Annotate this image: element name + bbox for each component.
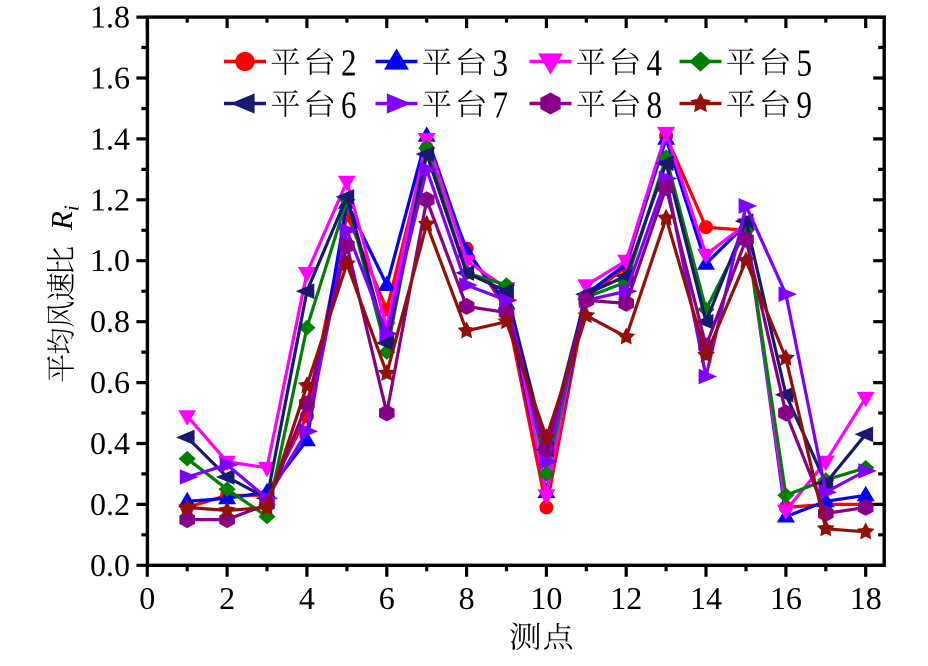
svg-text:5: 5 [797, 43, 813, 85]
svg-text:0.6: 0.6 [90, 364, 130, 400]
svg-text:4: 4 [647, 43, 663, 85]
svg-text:4: 4 [299, 580, 315, 616]
svg-text:6: 6 [379, 580, 395, 616]
svg-text:14: 14 [690, 580, 722, 616]
svg-text:8: 8 [459, 580, 475, 616]
svg-text:1.2: 1.2 [90, 181, 130, 217]
svg-text:3: 3 [493, 43, 509, 85]
svg-text:1.4: 1.4 [90, 120, 130, 156]
svg-text:8: 8 [647, 85, 663, 127]
svg-text:18: 18 [850, 580, 882, 616]
svg-text:6: 6 [341, 85, 357, 127]
svg-text:10: 10 [530, 580, 562, 616]
svg-text:2: 2 [341, 43, 357, 85]
svg-text:0: 0 [139, 580, 155, 616]
svg-text:1.8: 1.8 [90, 0, 130, 35]
svg-text:1.0: 1.0 [90, 242, 130, 278]
svg-text:0.8: 0.8 [90, 303, 130, 339]
svg-text:1.6: 1.6 [90, 60, 130, 96]
svg-text:16: 16 [770, 580, 802, 616]
svg-text:12: 12 [610, 580, 642, 616]
svg-text:2: 2 [219, 580, 235, 616]
svg-text:0.0: 0.0 [90, 547, 130, 583]
svg-text:0.2: 0.2 [90, 486, 130, 522]
svg-text:9: 9 [797, 85, 813, 127]
svg-text:7: 7 [493, 85, 509, 127]
svg-text:0.4: 0.4 [90, 425, 130, 461]
